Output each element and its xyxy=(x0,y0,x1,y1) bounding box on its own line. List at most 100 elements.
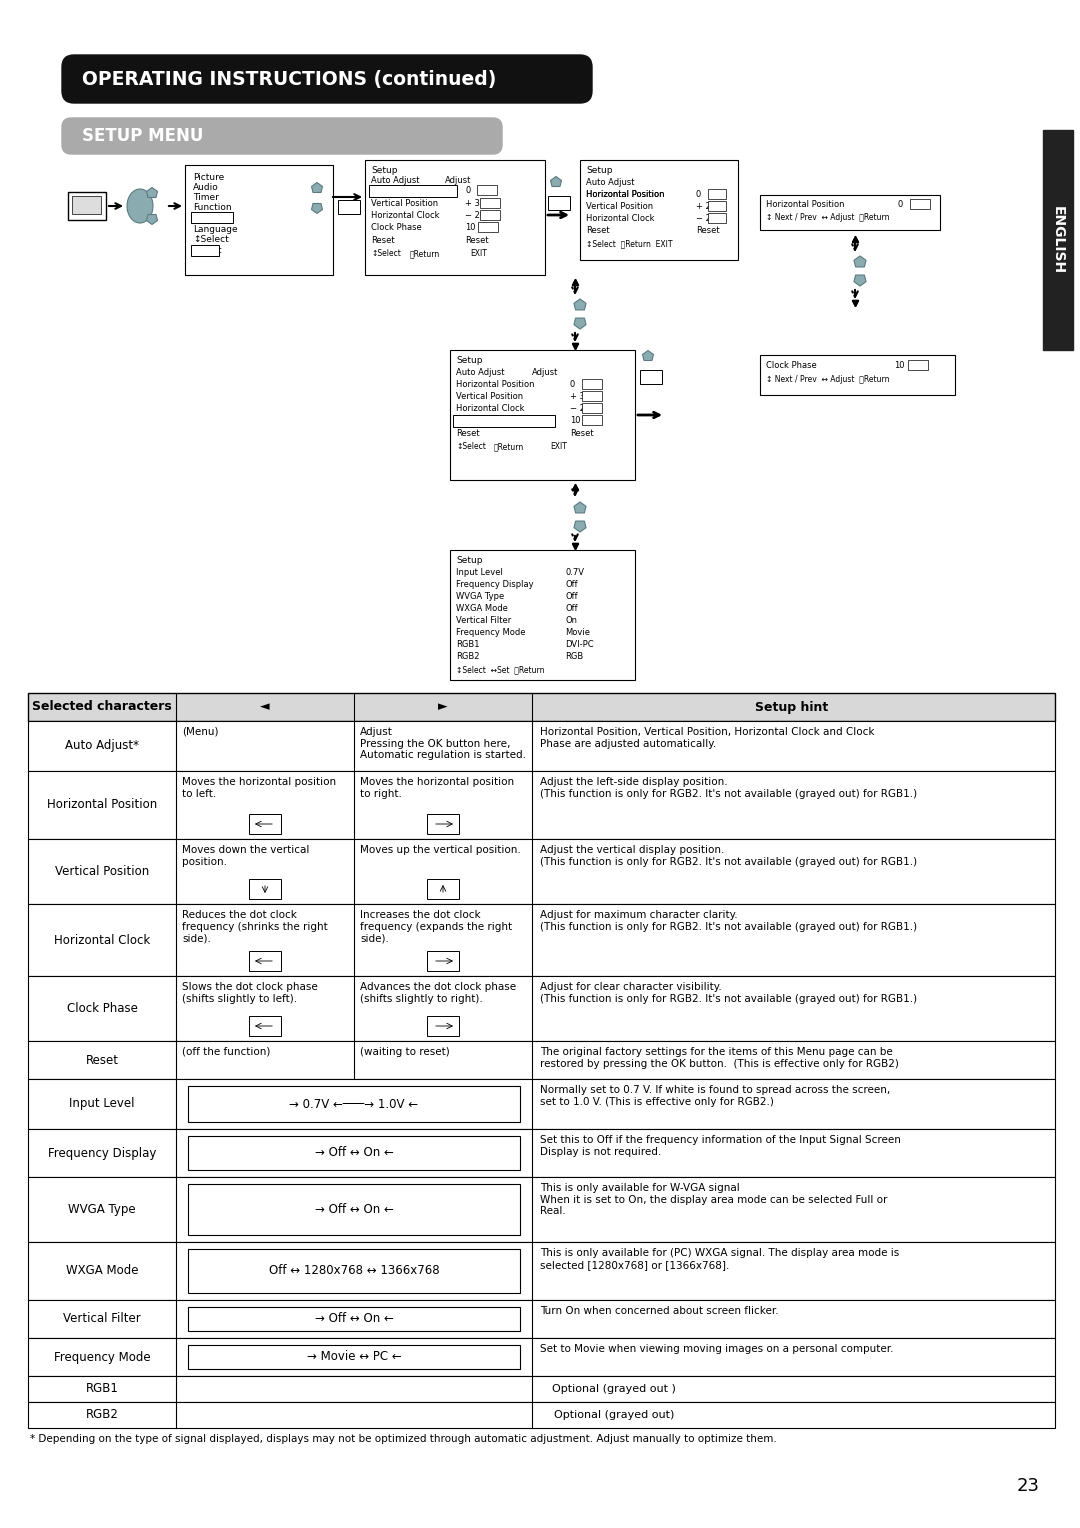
Text: Function: Function xyxy=(193,203,231,212)
Text: Slows the dot clock phase
(shifts slightly to left).: Slows the dot clock phase (shifts slight… xyxy=(183,983,318,1004)
Text: OK: OK xyxy=(553,199,565,208)
Text: 10: 10 xyxy=(465,223,475,232)
Bar xyxy=(708,212,726,223)
Bar xyxy=(708,189,726,199)
Polygon shape xyxy=(573,318,586,329)
Text: OK Set: OK Set xyxy=(193,246,221,255)
Text: Reset: Reset xyxy=(465,235,488,244)
Bar xyxy=(28,1242,1055,1300)
Text: * Depending on the type of signal displayed, displays may not be optimized throu: * Depending on the type of signal displa… xyxy=(30,1433,777,1444)
Text: Reset: Reset xyxy=(372,235,394,244)
Text: Off ↔ 1280x768 ↔ 1366x768: Off ↔ 1280x768 ↔ 1366x768 xyxy=(269,1265,440,1277)
Text: − 20: − 20 xyxy=(465,211,485,220)
Text: Off: Off xyxy=(565,604,578,613)
Bar xyxy=(28,1079,1055,1129)
Bar xyxy=(580,160,738,260)
Polygon shape xyxy=(551,197,562,208)
Text: Auto Adjust*: Auto Adjust* xyxy=(65,740,139,752)
Text: Off: Off xyxy=(565,591,578,601)
Polygon shape xyxy=(311,182,323,193)
Text: Horizontal Position: Horizontal Position xyxy=(586,189,664,199)
Text: Turn On when concerned about screen flicker.: Turn On when concerned about screen flic… xyxy=(540,1306,779,1316)
Bar xyxy=(28,694,1055,721)
Bar xyxy=(28,905,1055,976)
Text: Adjust the left-side display position.
(This function is only for RGB2. It's not: Adjust the left-side display position. (… xyxy=(540,778,917,799)
Text: Reset: Reset xyxy=(570,429,594,439)
Bar xyxy=(28,1300,1055,1339)
Polygon shape xyxy=(573,299,586,310)
Text: This is only available for W-VGA signal
When it is set to On, the display area m: This is only available for W-VGA signal … xyxy=(540,1183,888,1216)
Text: Frequency Mode: Frequency Mode xyxy=(456,628,526,637)
Text: − 20: − 20 xyxy=(696,214,716,223)
FancyBboxPatch shape xyxy=(62,118,502,154)
Text: ↕Select: ↕Select xyxy=(456,442,486,451)
Text: 0: 0 xyxy=(465,186,470,196)
Polygon shape xyxy=(573,521,586,532)
Text: RGB1: RGB1 xyxy=(456,640,480,649)
Text: 23: 23 xyxy=(1017,1478,1040,1494)
Text: Vertical Filter: Vertical Filter xyxy=(456,616,511,625)
Ellipse shape xyxy=(127,189,153,223)
Text: Adjust
Pressing the OK button here,
Automatic regulation is started.: Adjust Pressing the OK button here, Auto… xyxy=(360,727,526,761)
Bar xyxy=(453,416,555,426)
Text: On: On xyxy=(565,616,577,625)
Text: Off: Off xyxy=(565,581,578,588)
Polygon shape xyxy=(643,371,653,382)
Text: EXIT: EXIT xyxy=(470,249,487,258)
Text: Advances the dot clock phase
(shifts slightly to right).: Advances the dot clock phase (shifts sli… xyxy=(360,983,516,1004)
Bar xyxy=(477,185,497,196)
Text: 0: 0 xyxy=(897,200,903,209)
Text: WXGA Mode: WXGA Mode xyxy=(66,1265,138,1277)
Text: + 31: + 31 xyxy=(465,199,485,208)
Text: Horizontal Position: Horizontal Position xyxy=(766,200,845,209)
Bar xyxy=(369,185,457,197)
Text: Horizontal Position: Horizontal Position xyxy=(372,186,449,196)
Bar xyxy=(28,1377,1055,1403)
Text: Timer: Timer xyxy=(193,193,219,202)
Text: Set this to Off if the frequency information of the Input Signal Screen
Display : Set this to Off if the frequency informa… xyxy=(540,1135,901,1157)
Bar xyxy=(188,1086,519,1122)
Text: Adjust: Adjust xyxy=(532,368,558,377)
Text: WVGA Type: WVGA Type xyxy=(456,591,504,601)
Text: Vertical Position: Vertical Position xyxy=(372,199,438,208)
Text: ENGLISH: ENGLISH xyxy=(1051,206,1065,274)
Text: RGB2: RGB2 xyxy=(456,652,480,662)
Text: ↕ Next / Prev  ↔ Adjust  📷Return: ↕ Next / Prev ↔ Adjust 📷Return xyxy=(766,374,890,384)
Text: RGB1: RGB1 xyxy=(85,1383,119,1395)
Text: Selected characters: Selected characters xyxy=(32,700,172,714)
Text: OPERATING INSTRUCTIONS (continued): OPERATING INSTRUCTIONS (continued) xyxy=(82,69,497,89)
Bar xyxy=(760,354,955,396)
Bar xyxy=(908,361,928,370)
Text: Increases the dot clock
frequency (expands the right
side).: Increases the dot clock frequency (expan… xyxy=(360,911,512,943)
Text: Auto Adjust: Auto Adjust xyxy=(586,177,635,186)
Text: Setup: Setup xyxy=(193,212,219,222)
Text: Setup: Setup xyxy=(586,167,612,176)
Text: ►: ► xyxy=(438,700,448,714)
Text: Reset: Reset xyxy=(586,226,609,235)
Bar xyxy=(365,160,545,275)
Text: Reduces the dot clock
frequency (shrinks the right
side).: Reduces the dot clock frequency (shrinks… xyxy=(183,911,327,943)
Bar xyxy=(188,1184,519,1235)
Bar xyxy=(28,1177,1055,1242)
Text: 📷Return: 📷Return xyxy=(494,442,524,451)
Text: Clock Phase: Clock Phase xyxy=(67,1002,137,1015)
Text: Reset: Reset xyxy=(696,226,719,235)
Text: Picture: Picture xyxy=(193,173,225,182)
Text: Auto Adjust: Auto Adjust xyxy=(456,368,504,377)
Bar xyxy=(548,196,570,209)
Text: MENU: MENU xyxy=(77,202,97,208)
Text: Horizontal Clock: Horizontal Clock xyxy=(456,403,525,413)
Text: ↕Select: ↕Select xyxy=(372,249,401,258)
Text: − 20: − 20 xyxy=(570,403,590,413)
Text: + 21: + 21 xyxy=(696,202,716,211)
Text: → Off ↔ On ←: → Off ↔ On ← xyxy=(314,1203,393,1216)
Bar xyxy=(188,1306,519,1331)
Text: Setup: Setup xyxy=(372,167,397,176)
Polygon shape xyxy=(147,188,158,197)
Text: Moves up the vertical position.: Moves up the vertical position. xyxy=(360,845,521,856)
Bar xyxy=(72,196,102,214)
Bar xyxy=(28,1339,1055,1377)
Text: Adjust for maximum character clarity.
(This function is only for RGB2. It's not : Adjust for maximum character clarity. (T… xyxy=(540,911,917,932)
Text: (off the function): (off the function) xyxy=(183,1047,270,1057)
Text: 0.7V: 0.7V xyxy=(565,568,584,578)
